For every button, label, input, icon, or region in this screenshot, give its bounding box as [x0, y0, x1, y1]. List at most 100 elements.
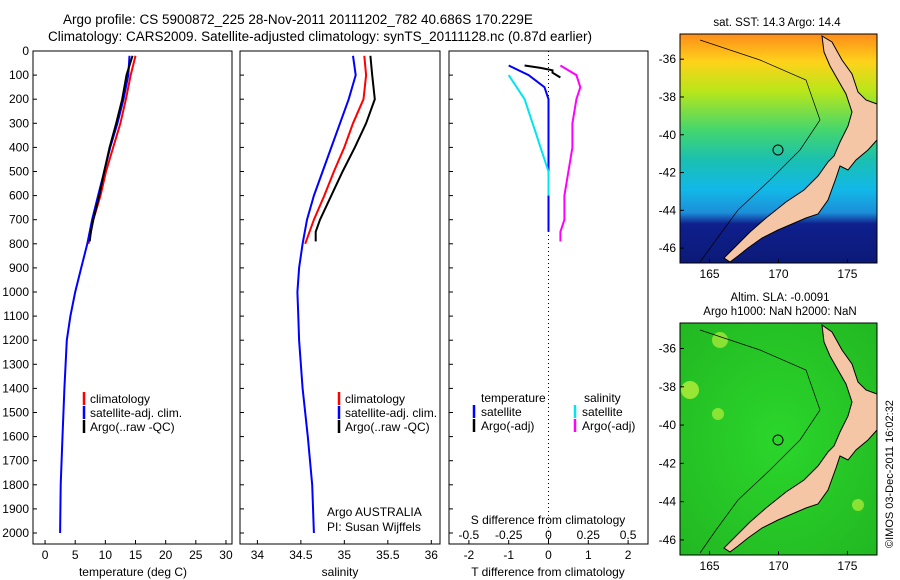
x-tick-label-s: -0.5	[459, 528, 480, 542]
sla-blob	[681, 381, 699, 399]
series-line-argo-raw-qc	[314, 55, 376, 242]
credit-line-2: PI: Susan Wijffels	[327, 520, 421, 534]
series-layer	[59, 55, 582, 534]
x-tick-label-s: 0.5	[620, 528, 637, 542]
lat-tick-label: -42	[659, 456, 677, 470]
difference-xlabel-top: S difference from climatology	[471, 513, 626, 527]
salinity-xlabel: salinity	[322, 565, 359, 579]
temperature-xlabel: temperature (deg C)	[79, 565, 187, 579]
x-tick-label: 5	[72, 548, 79, 562]
x-tick-label: 10	[99, 548, 113, 562]
sst-marker	[772, 144, 784, 156]
difference-legend: temperature salinity satellite Argo(-adj…	[472, 391, 635, 433]
depth-tick-label: 1700	[2, 454, 29, 468]
temperature-x-ticks: 0 5 10 15 20 25 30	[42, 540, 233, 562]
series-line-climatology	[304, 55, 368, 245]
sla-map	[679, 322, 878, 556]
header-line-2: Climatology: CARS2009. Satellite-adjuste…	[48, 29, 593, 44]
series-line-satellite-adj-clim	[296, 55, 357, 534]
legend-label-t-satellite: satellite	[481, 405, 522, 419]
lon-tick-label: 165	[700, 559, 720, 573]
x-tick-label: 15	[129, 548, 143, 562]
lat-tick-label: -40	[659, 128, 677, 142]
depth-tick-label: 700	[9, 213, 29, 227]
sla-map-title-2: Argo h1000: NaN h2000: NaN	[703, 306, 856, 318]
sst-map	[679, 33, 878, 264]
depth-axis: 0 100 200 300 400 500 600 700 800 900 1000 1100 1200…	[2, 44, 453, 540]
lat-tick-label: -36	[659, 342, 677, 356]
temperature-plot-area	[32, 50, 233, 545]
sla-isobath	[699, 329, 821, 554]
lat-tick-label: -44	[659, 495, 677, 509]
header-line-1: Argo profile: CS 5900872_225 28-Nov-2011…	[63, 12, 533, 27]
x-tick-label: 0	[42, 548, 49, 562]
legend-label-climatology: climatology	[345, 392, 405, 406]
lon-tick-label: 170	[768, 559, 788, 573]
x-tick-label-s: -0.25	[495, 528, 523, 542]
x-tick-label: 30	[219, 548, 233, 562]
depth-tick-label: 1400	[2, 381, 29, 395]
legend-label-climatology: climatology	[90, 392, 150, 406]
depth-tick-label: 900	[9, 261, 29, 275]
depth-tick-label: 1300	[2, 357, 29, 371]
depth-tick-label: 600	[9, 189, 29, 203]
lon-tick-label: 165	[700, 267, 720, 281]
depth-tick-label: 500	[9, 165, 29, 179]
sla-blob	[712, 408, 724, 420]
x-tick-label: 35	[338, 548, 352, 562]
legend-head-temperature: temperature	[481, 391, 546, 405]
depth-tick-label: 1800	[2, 478, 29, 492]
sla-blob	[712, 332, 728, 348]
sst-map-title: sat. SST: 14.3 Argo: 14.4	[713, 17, 841, 29]
x-tick-label: -1	[503, 548, 514, 562]
x-tick-label: 34.5	[289, 548, 313, 562]
series-line-temperature-satellite	[508, 64, 550, 232]
legend-label-argo: Argo(..raw -QC)	[90, 420, 175, 434]
depth-tick-label: 2000	[2, 526, 29, 540]
legend-label-argo: Argo(..raw -QC)	[345, 420, 430, 434]
legend-label-t-argo: Argo(-adj)	[481, 419, 534, 433]
lat-tick-label: -46	[659, 241, 677, 255]
sla-map-axes: -36 -38 -40 -42 -44 -46 165 170 175	[659, 342, 858, 573]
sst-isobath	[699, 39, 821, 263]
series-line-salinity-satellite	[507, 74, 550, 196]
depth-tick-label: 1200	[2, 333, 29, 347]
lat-tick-label: -40	[659, 418, 677, 432]
salinity-legend: climatology satellite-adj. clim. Argo(..…	[327, 392, 437, 534]
x-tick-label: 0	[545, 548, 552, 562]
x-tick-label: 34	[251, 548, 265, 562]
depth-tick-label: 100	[9, 68, 29, 82]
legend-label-satellite: satellite-adj. clim.	[90, 406, 182, 420]
sla-blob	[852, 499, 864, 511]
x-tick-label-s: 0.25	[577, 528, 601, 542]
series-line-argo-raw-qc	[88, 55, 134, 242]
depth-tick-label: 1600	[2, 430, 29, 444]
legend-label-s-argo: Argo(-adj)	[582, 419, 635, 433]
series-line-temperature-argo-adj	[524, 64, 561, 79]
sla-marker	[772, 434, 784, 446]
legend-label-s-satellite: satellite	[582, 405, 623, 419]
x-tick-label: 36	[425, 548, 439, 562]
depth-tick-label: 1000	[2, 285, 29, 299]
depth-tick-label: 200	[9, 92, 29, 106]
depth-tick-label: 1100	[3, 309, 29, 323]
salinity-plot-area	[239, 50, 441, 545]
lat-tick-label: -38	[659, 90, 677, 104]
lon-tick-label: 175	[837, 559, 857, 573]
legend-label-satellite: satellite-adj. clim.	[345, 406, 437, 420]
credit-line-1: Argo AUSTRALIA	[327, 505, 422, 519]
lat-tick-label: -42	[659, 166, 677, 180]
lat-tick-label: -36	[659, 52, 677, 66]
depth-tick-label: 1500	[2, 406, 29, 420]
series-line-salinity-argo-adj	[559, 64, 582, 242]
lat-tick-label: -38	[659, 380, 677, 394]
salinity-x-ticks: 34 34.5 35 35.5 36	[251, 540, 439, 562]
imos-stamp: ©IMOS 03-Dec-2011 16:02:32	[884, 400, 896, 548]
legend-head-salinity: salinity	[584, 391, 621, 405]
depth-tick-label: 300	[9, 116, 29, 130]
difference-xlabel-bottom: T difference from climatology	[471, 565, 625, 579]
x-tick-label: 1	[585, 548, 592, 562]
x-tick-label: -2	[464, 548, 475, 562]
